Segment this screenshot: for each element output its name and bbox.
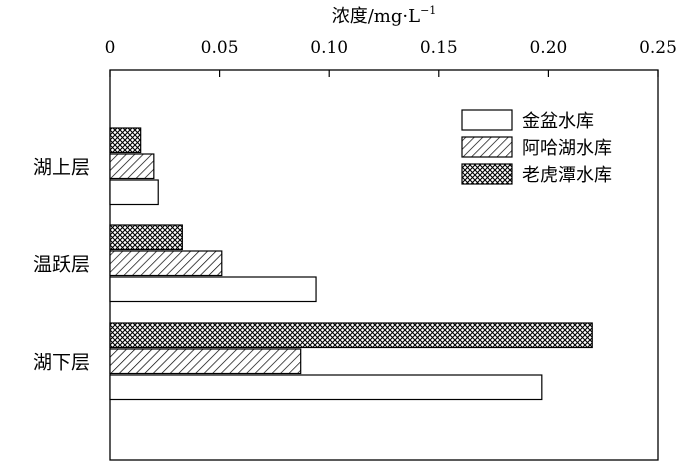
legend-label-laohutan: 老虎潭水库 xyxy=(522,165,612,186)
bar-jinpen xyxy=(109,374,543,401)
category-label: 温跃层 xyxy=(33,253,90,275)
legend: 金盆水库 阿哈湖水库 老虎潭水库 xyxy=(461,109,612,186)
bars xyxy=(109,127,593,401)
legend-swatch-ahahu xyxy=(461,136,513,158)
bar-laohutan xyxy=(109,127,142,154)
legend-item-ahahu: 阿哈湖水库 xyxy=(461,136,612,159)
legend-item-jinpen: 金盆水库 xyxy=(461,109,594,132)
x-axis-title-superscript: −1 xyxy=(420,4,436,17)
legend-label-ahahu: 阿哈湖水库 xyxy=(522,138,612,159)
legend-item-laohutan: 老虎潭水库 xyxy=(461,163,612,186)
x-tick-label: 0.10 xyxy=(310,38,348,58)
x-tick-label: 0.15 xyxy=(420,38,458,58)
bar-ahahu xyxy=(109,250,223,277)
x-axis-title-text: 浓度/mg·L xyxy=(332,6,420,27)
bar-laohutan xyxy=(109,224,183,251)
bar-laohutan xyxy=(109,322,593,349)
legend-swatch-laohutan xyxy=(461,163,513,185)
x-axis-title: 浓度/mg·L−1 xyxy=(332,4,437,27)
bar-jinpen xyxy=(109,276,317,303)
category-label: 湖上层 xyxy=(33,156,90,178)
bar-ahahu xyxy=(109,153,155,180)
x-axis-ticks: 0 0.05 0.10 0.15 0.20 0.25 xyxy=(105,38,677,77)
category-label: 湖下层 xyxy=(33,351,90,373)
x-tick-label: 0.20 xyxy=(529,38,567,58)
bar-ahahu xyxy=(109,348,302,375)
x-tick-label: 0.25 xyxy=(639,38,677,58)
bar-jinpen xyxy=(109,179,159,206)
x-tick-label: 0 xyxy=(105,38,116,58)
legend-swatch-jinpen xyxy=(461,109,513,131)
legend-label-jinpen: 金盆水库 xyxy=(522,111,594,132)
x-tick-label: 0.05 xyxy=(201,38,239,58)
